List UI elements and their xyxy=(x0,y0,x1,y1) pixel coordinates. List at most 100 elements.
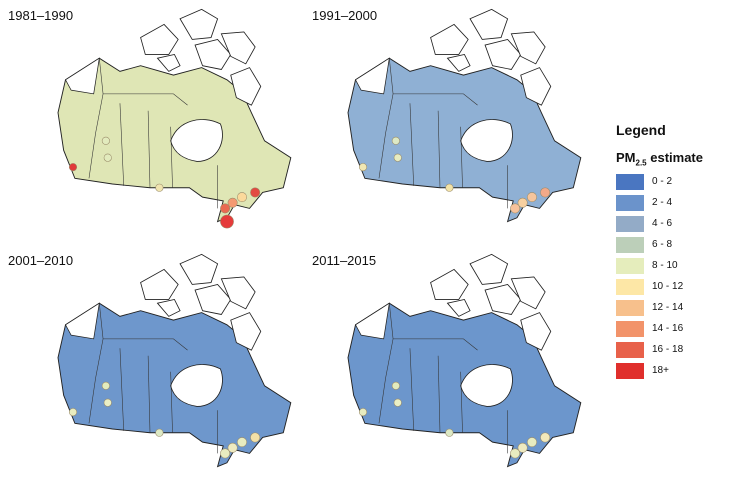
province-border xyxy=(119,103,124,186)
legend-swatch xyxy=(616,237,644,253)
legend-swatch xyxy=(616,279,644,295)
legend-swatch xyxy=(616,174,644,190)
legend-label: 6 - 8 xyxy=(652,239,673,250)
arctic-island xyxy=(520,67,552,106)
province-border xyxy=(378,58,394,179)
station-marker xyxy=(237,192,247,203)
legend-label: 14 - 16 xyxy=(652,323,684,334)
legend-swatch xyxy=(616,258,644,274)
station-marker xyxy=(227,197,238,208)
station-marker xyxy=(393,398,402,407)
station-marker xyxy=(358,408,368,417)
arctic-island xyxy=(194,38,232,70)
legend-label: 16 - 18 xyxy=(652,344,684,355)
province-border xyxy=(409,103,414,186)
arctic-island xyxy=(156,298,181,317)
canada-map xyxy=(347,8,582,223)
arctic-island xyxy=(469,253,509,285)
station-marker xyxy=(445,428,454,437)
legend-swatch xyxy=(616,363,644,379)
province-border xyxy=(88,58,104,179)
station-marker xyxy=(510,448,521,459)
province-border xyxy=(437,110,441,188)
map-panel-1981-1990: 1981–1990 xyxy=(0,0,300,230)
arctic-island xyxy=(446,53,471,72)
station-marker xyxy=(540,187,551,198)
station-marker xyxy=(220,203,231,214)
arctic-island xyxy=(220,276,256,310)
panel-title: 1981–1990 xyxy=(8,8,74,23)
province-border xyxy=(378,303,394,424)
station-marker xyxy=(237,437,247,448)
panel-title: 2001–2010 xyxy=(8,253,74,268)
province-border xyxy=(147,355,151,433)
province-border xyxy=(409,348,414,431)
station-marker xyxy=(155,183,164,192)
map-group xyxy=(347,253,582,468)
station-marker xyxy=(155,428,164,437)
station-marker xyxy=(391,136,400,145)
arctic-island xyxy=(140,23,179,55)
province-border xyxy=(460,126,463,188)
canada-map xyxy=(57,8,292,229)
station-marker xyxy=(393,153,402,162)
legend-subtitle-rest: estimate xyxy=(646,150,703,165)
station-marker xyxy=(250,187,261,198)
legend-item: 6 - 8 xyxy=(616,237,736,253)
alaska-boundary xyxy=(65,57,100,95)
station-marker xyxy=(101,381,110,390)
legend-label: 18+ xyxy=(652,365,669,376)
legend-label: 8 - 10 xyxy=(652,260,678,271)
legend-subtitle-subscript: 2.5 xyxy=(635,158,647,168)
arctic-island xyxy=(446,298,471,317)
hudson-bay xyxy=(170,364,223,407)
station-marker xyxy=(358,163,368,172)
legend-item: 12 - 14 xyxy=(616,300,736,316)
province-border xyxy=(147,110,151,188)
arctic-island xyxy=(469,8,509,40)
panel-title: 1991–2000 xyxy=(312,8,378,23)
arctic-island xyxy=(484,38,522,70)
station-marker xyxy=(517,197,528,208)
province-border xyxy=(170,371,173,433)
legend-item: 10 - 12 xyxy=(616,279,736,295)
legend-label: 10 - 12 xyxy=(652,281,684,292)
legend: Legend PM2.5 estimate 0 - 2 2 - 4 4 - 6 6 -… xyxy=(612,118,742,388)
arctic-island xyxy=(156,53,181,72)
legend-item: 4 - 6 xyxy=(616,216,736,232)
map-group xyxy=(57,8,292,229)
arctic-island xyxy=(510,31,546,65)
arctic-island xyxy=(520,312,552,351)
legend-swatch xyxy=(616,216,644,232)
arctic-island xyxy=(140,268,179,300)
station-marker xyxy=(391,381,400,390)
canada-map xyxy=(347,253,582,468)
station-marker xyxy=(517,442,528,453)
province-border xyxy=(170,126,173,188)
legend-swatch xyxy=(616,321,644,337)
map-panel-2001-2010: 2001–2010 xyxy=(0,245,300,475)
arctic-island xyxy=(230,312,262,351)
province-border xyxy=(437,355,441,433)
arctic-island xyxy=(179,8,219,40)
hudson-bay xyxy=(170,119,223,162)
arctic-island xyxy=(510,276,546,310)
legend-subtitle: PM2.5 estimate xyxy=(616,150,703,168)
legend-subtitle-main: PM xyxy=(616,150,636,165)
arctic-island xyxy=(179,253,219,285)
legend-swatch xyxy=(616,300,644,316)
legend-swatch xyxy=(616,342,644,358)
province-border xyxy=(460,371,463,433)
map-group xyxy=(347,8,582,223)
alaska-boundary xyxy=(355,57,390,95)
province-border xyxy=(393,338,478,351)
province-border xyxy=(103,338,188,351)
station-marker xyxy=(227,442,238,453)
legend-label: 4 - 6 xyxy=(652,218,673,229)
station-marker xyxy=(527,437,537,448)
station-marker xyxy=(103,153,112,162)
canada-map xyxy=(57,253,292,468)
station-marker xyxy=(510,203,521,214)
hudson-bay xyxy=(460,364,513,407)
legend-item: 18+ xyxy=(616,363,736,379)
